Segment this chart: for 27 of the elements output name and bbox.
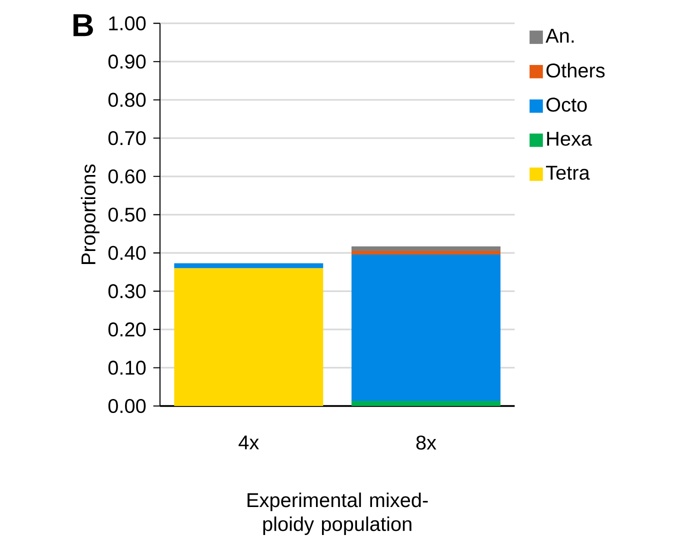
legend-label: Octo	[546, 98, 587, 112]
legend-label: An.	[546, 28, 574, 43]
bar	[352, 246, 500, 252]
y-tick-label: 0.30	[108, 284, 146, 298]
x-tick-label: 4x	[238, 436, 259, 450]
y-tick-label: 0.80	[108, 92, 146, 107]
legend-label: Others	[546, 62, 605, 78]
bar	[352, 401, 500, 406]
bar	[352, 254, 500, 402]
y-tick-label: 0.70	[108, 131, 146, 146]
bar	[174, 268, 324, 406]
y-tick-label: 0.50	[108, 208, 146, 222]
text: B	[74, 14, 93, 36]
legend-label: Hexa	[547, 132, 592, 146]
bar	[352, 251, 500, 254]
y-tick-label: 0.60	[108, 169, 146, 184]
x-tick-label: 8x	[416, 436, 436, 450]
y-tick-label: 0.40	[108, 246, 146, 260]
y-tick-label: 1.00	[109, 16, 146, 30]
y-tick-label: 0.90	[108, 54, 146, 69]
y-tick-label: 0.20	[108, 322, 146, 337]
y-tick-label: 0.10	[108, 360, 146, 375]
y-axis-title: Proportions	[80, 164, 100, 264]
legend-label: Tetra	[546, 166, 590, 180]
x-axis-title: Experimental mixed-ploidy population	[248, 492, 428, 536]
y-tick-label: 0.00	[108, 398, 146, 414]
bar	[174, 263, 324, 268]
